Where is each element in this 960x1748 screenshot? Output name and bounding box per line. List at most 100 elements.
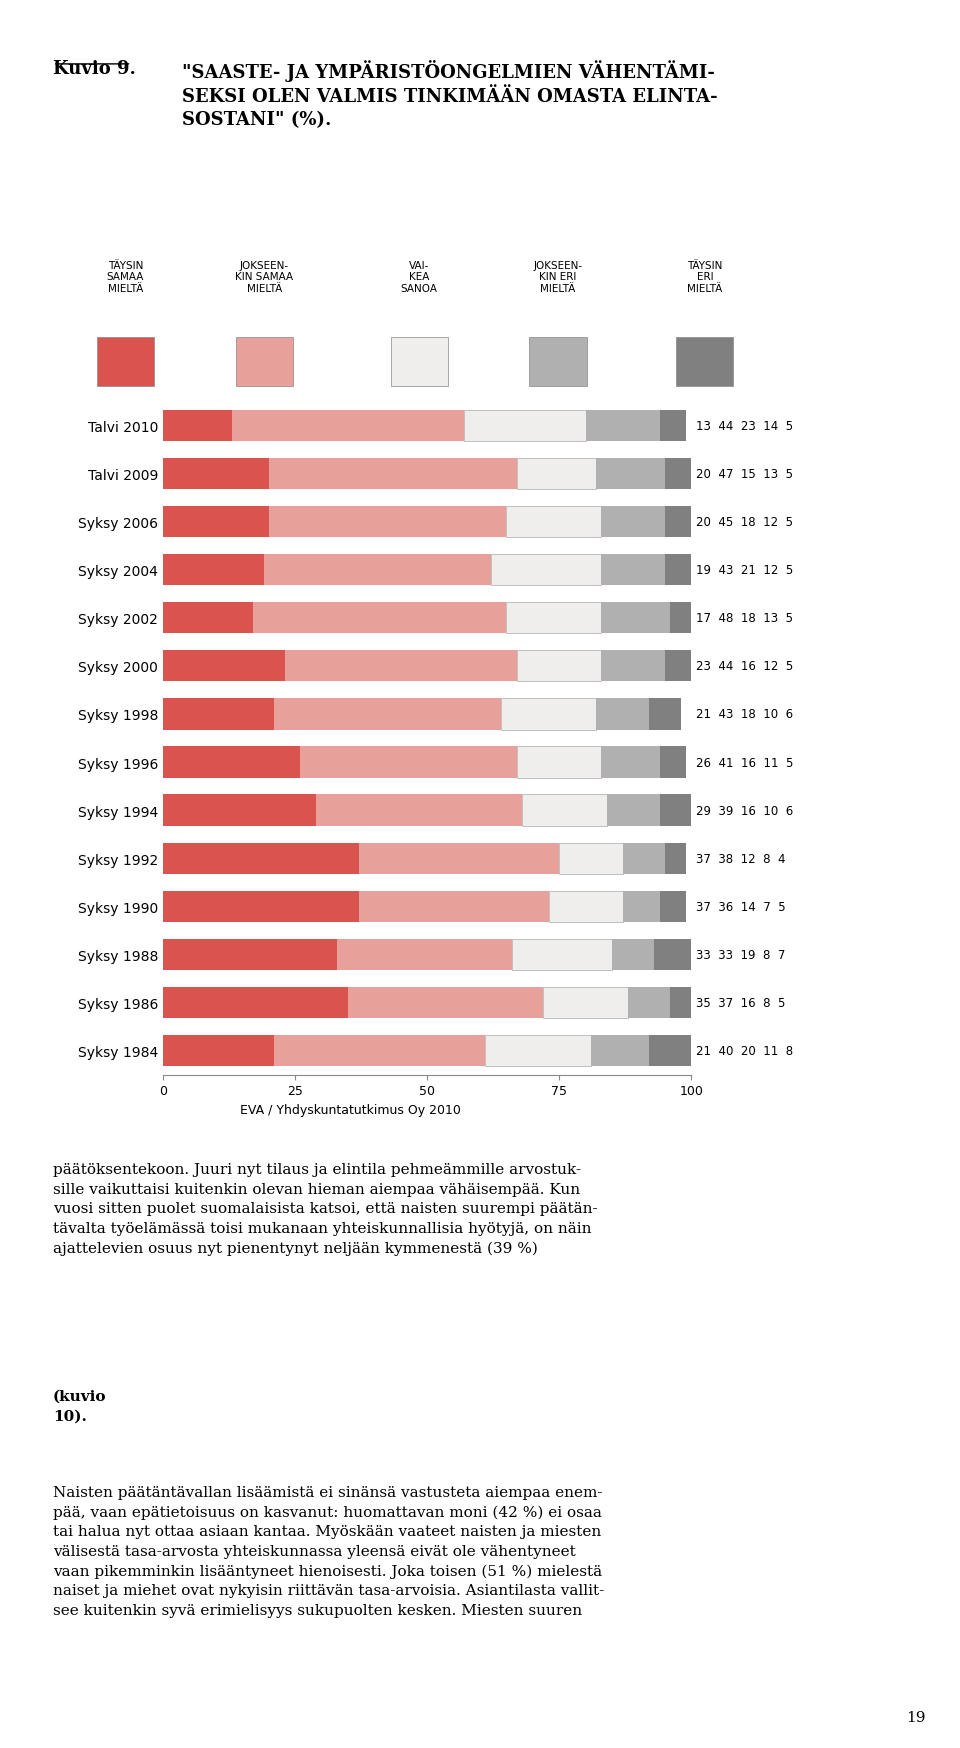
Bar <box>670 988 696 1019</box>
FancyBboxPatch shape <box>530 337 587 386</box>
Text: VAI-
KEA
SANOA: VAI- KEA SANOA <box>400 260 438 294</box>
Bar <box>284 650 516 682</box>
Bar <box>549 891 622 923</box>
Text: 33  33  19  8  7: 33 33 19 8 7 <box>697 949 786 961</box>
Bar <box>300 746 516 778</box>
Bar <box>628 988 670 1019</box>
Bar <box>590 1035 649 1066</box>
Text: 20  47  15  13  5: 20 47 15 13 5 <box>697 468 794 481</box>
Bar <box>338 939 512 970</box>
Bar <box>163 650 284 682</box>
Bar <box>601 746 660 778</box>
Bar <box>664 650 691 682</box>
Bar <box>163 699 275 731</box>
Bar <box>601 603 670 635</box>
FancyBboxPatch shape <box>391 337 447 386</box>
Bar <box>670 603 696 635</box>
Text: TÄYSIN
ERI
MIELTÄ: TÄYSIN ERI MIELTÄ <box>687 260 723 294</box>
Bar <box>607 795 660 827</box>
Bar <box>163 603 253 635</box>
Text: JOKSEEN-
KIN ERI
MIELTÄ: JOKSEEN- KIN ERI MIELTÄ <box>534 260 583 294</box>
Bar <box>275 1035 485 1066</box>
Bar <box>601 554 664 586</box>
Bar <box>655 939 691 970</box>
Bar <box>601 507 664 538</box>
Text: JOKSEEN-
KIN SAMAA
MIELTÄ: JOKSEEN- KIN SAMAA MIELTÄ <box>235 260 294 294</box>
FancyBboxPatch shape <box>676 337 733 386</box>
Bar <box>664 507 691 538</box>
Bar <box>253 603 507 635</box>
Bar <box>359 843 559 874</box>
FancyBboxPatch shape <box>236 337 293 386</box>
Bar <box>317 795 522 827</box>
Bar <box>512 939 612 970</box>
Bar <box>649 1035 691 1066</box>
Text: 29  39  16  10  6: 29 39 16 10 6 <box>697 804 794 816</box>
Bar <box>501 699 596 731</box>
Text: 37  36  14  7  5: 37 36 14 7 5 <box>697 900 786 912</box>
Bar <box>359 891 549 923</box>
Text: 37  38  12  8  4: 37 38 12 8 4 <box>697 853 786 865</box>
Bar <box>559 843 622 874</box>
Bar <box>163 988 348 1019</box>
Bar <box>596 699 649 731</box>
Bar <box>516 650 601 682</box>
Text: 21  40  20  11  8: 21 40 20 11 8 <box>697 1045 794 1058</box>
Text: 20  45  18  12  5: 20 45 18 12 5 <box>697 516 794 528</box>
Text: Naisten päätäntävallan lisäämistä ei sinänsä vastusteta aiempaa enem-
pää, vaan : Naisten päätäntävallan lisäämistä ei sin… <box>53 1486 604 1617</box>
Bar <box>522 795 607 827</box>
Bar <box>507 507 601 538</box>
Bar <box>491 554 601 586</box>
Bar <box>586 411 660 442</box>
Bar <box>163 1035 275 1066</box>
Bar <box>485 1035 590 1066</box>
Bar <box>163 411 232 442</box>
Text: 19: 19 <box>906 1710 925 1725</box>
Text: 35  37  16  8  5: 35 37 16 8 5 <box>697 996 786 1009</box>
Bar <box>516 746 601 778</box>
Bar <box>664 843 685 874</box>
Bar <box>596 458 664 489</box>
Bar <box>163 507 269 538</box>
Text: TÄYSIN
SAMAA
MIELTÄ: TÄYSIN SAMAA MIELTÄ <box>107 260 144 294</box>
Text: 21  43  18  10  6: 21 43 18 10 6 <box>697 708 794 720</box>
Bar <box>660 746 685 778</box>
Bar <box>622 891 660 923</box>
Bar <box>163 795 317 827</box>
Bar <box>163 746 300 778</box>
Bar <box>612 939 655 970</box>
Bar <box>163 939 338 970</box>
Bar <box>232 411 465 442</box>
Bar <box>263 554 491 586</box>
Text: 17  48  18  13  5: 17 48 18 13 5 <box>697 612 794 624</box>
Bar <box>163 891 359 923</box>
Text: 23  44  16  12  5: 23 44 16 12 5 <box>697 661 794 673</box>
Bar <box>348 988 543 1019</box>
Bar <box>163 843 359 874</box>
Text: EVA / Yhdyskuntatutkimus Oy 2010: EVA / Yhdyskuntatutkimus Oy 2010 <box>240 1103 461 1117</box>
Bar <box>543 988 628 1019</box>
Bar <box>601 650 664 682</box>
Bar <box>622 843 664 874</box>
Bar <box>507 603 601 635</box>
Text: (kuvio
10).: (kuvio 10). <box>53 1390 107 1423</box>
Bar <box>269 458 516 489</box>
Bar <box>163 458 269 489</box>
Text: "SAASTE- JA YMPÄRISTÖONGELMIEN VÄHENTÄMI-
SEKSI OLEN VALMIS TINKIMÄÄN OMASTA ELI: "SAASTE- JA YMPÄRISTÖONGELMIEN VÄHENTÄMI… <box>182 59 718 129</box>
Bar <box>664 554 691 586</box>
Bar <box>660 795 691 827</box>
Text: Kuvio 9.: Kuvio 9. <box>53 59 135 79</box>
Bar <box>660 891 685 923</box>
Bar <box>649 699 681 731</box>
Bar <box>465 411 586 442</box>
Bar <box>163 554 263 586</box>
Text: 26  41  16  11  5: 26 41 16 11 5 <box>697 757 794 769</box>
Text: 13  44  23  14  5: 13 44 23 14 5 <box>697 420 794 432</box>
Text: 19  43  21  12  5: 19 43 21 12 5 <box>697 565 794 577</box>
Bar <box>516 458 596 489</box>
Bar <box>275 699 501 731</box>
Bar <box>269 507 507 538</box>
Bar <box>660 411 685 442</box>
Text: päätöksentekoon. Juuri nyt tilaus ja elintila pehmeämmille arvostuk-
sille vaiku: päätöksentekoon. Juuri nyt tilaus ja eli… <box>53 1162 597 1255</box>
FancyBboxPatch shape <box>97 337 154 386</box>
